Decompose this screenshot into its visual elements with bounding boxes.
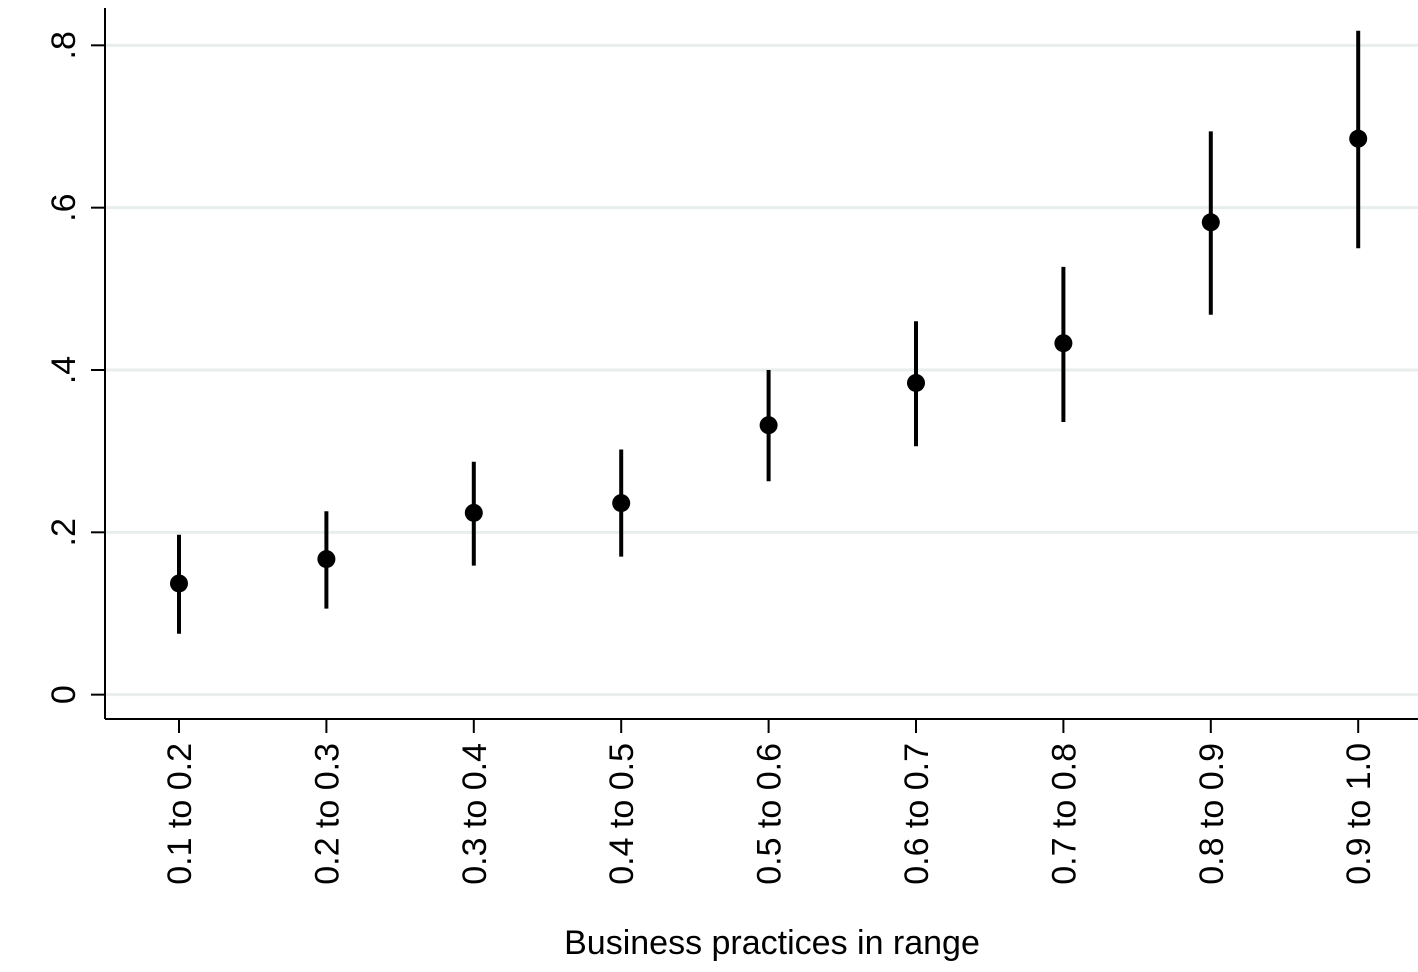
data-point — [464, 503, 483, 522]
x-tick-label: 0.4 to 0.5 — [603, 743, 641, 885]
x-tick-label: 0.1 to 0.2 — [161, 743, 199, 885]
data-point — [907, 373, 925, 392]
data-point — [612, 494, 631, 513]
data-point — [317, 550, 336, 569]
x-tick-label: 0.3 to 0.4 — [456, 743, 494, 885]
x-tick-label: 0.6 to 0.7 — [898, 743, 936, 885]
y-tick-label: .6 — [45, 193, 83, 221]
y-tick-label: 0 — [45, 685, 83, 704]
x-tick-label: 0.9 to 1.0 — [1340, 743, 1378, 885]
y-ticks: 0 .2 .4 .6 .8 — [45, 31, 105, 704]
x-tick-label: 0.7 to 0.8 — [1045, 743, 1083, 885]
data-point — [1349, 129, 1368, 148]
data-point — [170, 574, 188, 593]
x-ticks: 0.1 to 0.2 0.2 to 0.3 0.3 to 0.4 0.4 to 0.5… — [161, 719, 1378, 885]
y-tick-label: .2 — [45, 518, 83, 546]
x-tick-label: 0.5 to 0.6 — [751, 743, 789, 885]
x-tick-label: 0.8 to 0.9 — [1193, 743, 1231, 885]
data-point — [1201, 213, 1220, 232]
confidence-intervals — [177, 30, 1361, 634]
x-axis-title: Business practices in range — [564, 924, 980, 962]
data-points — [170, 129, 1368, 593]
x-tick-label: 0.2 to 0.3 — [308, 743, 346, 885]
data-point — [759, 416, 778, 435]
y-tick-label: .8 — [45, 31, 83, 59]
data-point — [1054, 334, 1073, 353]
gridlines — [105, 43, 1418, 697]
axes — [104, 8, 1418, 720]
y-tick-label: .4 — [45, 356, 83, 384]
